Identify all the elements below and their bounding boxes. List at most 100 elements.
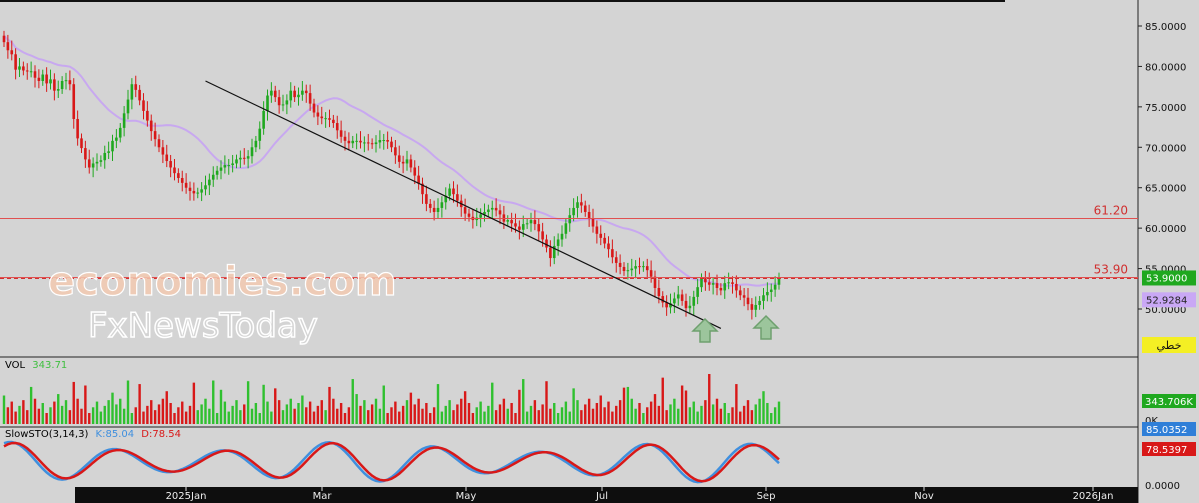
stochastic-label: SlowSTO(3,14,3) (5, 429, 89, 440)
volume-bar (223, 401, 227, 424)
candle-body (630, 268, 634, 271)
volume-bar (394, 401, 397, 424)
volume-bar (390, 407, 393, 424)
candle-body (297, 94, 300, 98)
candle-body (711, 283, 715, 285)
volume-bar (615, 405, 618, 424)
candle-body (72, 84, 76, 119)
volume-bar (661, 377, 664, 424)
candle-body (320, 116, 324, 119)
volume-bar (91, 407, 95, 424)
candle-body (273, 90, 277, 98)
candle-body (537, 224, 541, 232)
volume-bar (76, 398, 79, 424)
stochastic-d-value: 78.5397 (1146, 445, 1187, 456)
candle-body (634, 266, 637, 269)
moving-average-line (3, 35, 780, 287)
volume-bar (607, 401, 610, 424)
candle-body (750, 304, 754, 310)
volume-bar (719, 408, 723, 424)
volume-bar (363, 400, 366, 424)
volume-bar (64, 400, 68, 424)
price-tick-label: 55.0000 (1145, 265, 1186, 276)
volume-value: 343.71 (32, 360, 68, 371)
time-tick-label: Mar (313, 491, 333, 502)
stochastic-k-text: K:85.04 (95, 429, 135, 440)
volume-bar (440, 411, 444, 424)
volume-bar (638, 403, 641, 424)
candle-body (506, 220, 510, 222)
candle-body (653, 276, 657, 288)
candle-body (510, 220, 513, 224)
volume-bar (479, 401, 482, 424)
watermark-line2: FxNewsToday (88, 306, 318, 346)
candle-body (394, 147, 397, 156)
volume-bar (254, 403, 258, 424)
candle-body (37, 77, 41, 81)
price-tick-label: 80.0000 (1145, 62, 1186, 73)
volume-bar (169, 403, 172, 424)
candle-body (231, 163, 234, 166)
candle-body (587, 211, 591, 219)
candle-body (421, 183, 424, 195)
volume-bar (409, 392, 413, 424)
volume-bar (584, 404, 587, 424)
volume-bar (436, 384, 440, 424)
volume-bar (533, 400, 537, 424)
volume-bar (289, 398, 292, 424)
time-tick-label: 2025Jan (166, 491, 207, 502)
candle-body (599, 233, 603, 238)
volume-bar (343, 413, 347, 424)
trendline[interactable] (205, 80, 722, 329)
volume-bar (316, 405, 320, 424)
candle-body (289, 90, 293, 101)
volume-bar (188, 405, 192, 424)
candle-body (560, 233, 564, 240)
candle-body (564, 223, 568, 234)
candle-body (316, 112, 320, 117)
volume-bar (556, 413, 560, 424)
price-tick-label: 75.0000 (1145, 103, 1186, 114)
volume-bar (742, 405, 746, 424)
candle-body (707, 282, 711, 285)
volume-bar (57, 394, 60, 424)
volume-bar (41, 403, 44, 424)
candle-body (762, 295, 765, 301)
volume-bar (510, 403, 513, 424)
volume-bar (506, 408, 509, 424)
volume-bar (312, 411, 316, 424)
volume-bar (99, 411, 103, 424)
candle-body (642, 266, 645, 268)
last-price-badge (1142, 270, 1196, 286)
chart-type-button-label: خطي (1157, 339, 1182, 352)
candle-body (355, 140, 358, 142)
volume-bar (727, 413, 730, 424)
candle-body (335, 123, 339, 131)
volume-bar (80, 408, 83, 424)
volume-bar (626, 386, 630, 424)
candle-body (270, 90, 273, 96)
volume-bar (29, 386, 33, 424)
volume-bar (355, 394, 358, 424)
volume-bar (483, 411, 486, 424)
volume-bar (200, 404, 203, 424)
volume-bar (587, 398, 591, 424)
volume-bar (359, 405, 362, 424)
support-arrows (691, 314, 780, 343)
candle-body (498, 210, 502, 215)
candle-body (266, 95, 269, 111)
candle-body (301, 90, 304, 95)
volume-bar (746, 400, 750, 424)
candle-body (80, 138, 83, 149)
volume-bar (750, 410, 754, 424)
stochastic-d-badge (1142, 442, 1196, 456)
candle-body (87, 159, 91, 168)
candle-body (242, 157, 246, 159)
volume-bar (301, 395, 304, 424)
volume-bar (181, 401, 184, 424)
candle-body (41, 74, 45, 81)
candle-body (165, 154, 169, 162)
time-tick-label: Jul (595, 491, 608, 502)
